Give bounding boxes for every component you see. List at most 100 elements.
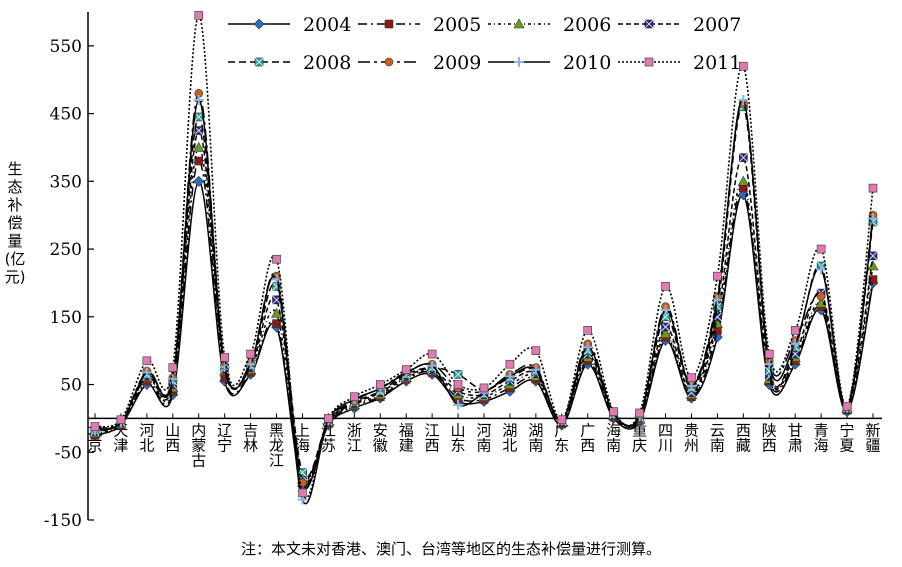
data-point [737, 175, 749, 186]
legend-item-2007: 2007 [618, 14, 741, 36]
legend-label: 2004 [303, 14, 351, 36]
data-point [816, 292, 826, 301]
x-tick-label: 江西 [425, 421, 440, 454]
data-point [401, 365, 411, 374]
data-point [272, 319, 281, 328]
svg-text:吉林: 吉林 [243, 421, 258, 454]
svg-text:青海: 青海 [814, 421, 829, 454]
data-point [661, 282, 670, 291]
data-point [790, 326, 800, 335]
x-tick-label: 上海 [295, 421, 310, 454]
series-line-2011 [94, 14, 874, 499]
data-point [738, 95, 749, 106]
x-tick-label: 四川 [658, 421, 673, 454]
data-point [272, 254, 281, 264]
svg-text:新疆: 新疆 [865, 421, 880, 454]
x-tick-label: 浙江 [347, 421, 362, 454]
svg-text:上海: 上海 [295, 421, 310, 454]
data-point [505, 359, 515, 369]
svg-text:河北: 河北 [139, 421, 154, 454]
svg-text:内蒙古: 内蒙古 [191, 421, 206, 469]
legend-marker [514, 57, 524, 67]
y-tick-label: 50 [60, 376, 82, 396]
legend-item-2009: 2009 [358, 52, 481, 74]
svg-text:辽宁: 辽宁 [217, 421, 232, 454]
svg-text:山西: 山西 [165, 421, 180, 454]
data-point [790, 338, 801, 349]
data-point [193, 175, 205, 187]
series-line-2010 [94, 99, 874, 505]
data-point [141, 367, 152, 378]
footnote: 注：本文未对香港、澳门、台湾等地区的生态补偿量进行测算。 [240, 540, 661, 558]
data-point [530, 364, 541, 375]
data-point [557, 415, 567, 425]
svg-text:山东: 山东 [451, 421, 466, 454]
svg-text:湖北: 湖北 [502, 421, 517, 454]
data-point [686, 380, 697, 391]
x-tick-label: 河南 [476, 421, 491, 454]
y-tick-label: 350 [50, 172, 82, 192]
svg-text:宁夏: 宁夏 [840, 421, 855, 454]
data-point [168, 363, 178, 372]
legend-marker [644, 57, 654, 67]
legend-marker [384, 57, 394, 67]
svg-text:广西: 广西 [580, 421, 595, 454]
x-tick-label: 湖北 [502, 421, 517, 454]
data-point [660, 305, 671, 316]
data-point [660, 328, 672, 339]
y-axis-label: 生态补偿量(亿元) [4, 160, 26, 286]
data-point [867, 260, 879, 271]
data-point [194, 11, 204, 20]
svg-text:海南: 海南 [606, 421, 621, 454]
x-tick-label: 陕西 [762, 421, 777, 454]
data-point [739, 61, 748, 71]
data-point [324, 414, 333, 423]
data-point [609, 407, 618, 416]
svg-text:甘肃: 甘肃 [788, 421, 803, 454]
data-point [220, 353, 229, 362]
data-point [453, 399, 464, 410]
data-point [245, 359, 256, 370]
x-tick-label: 西藏 [736, 421, 751, 454]
data-point [842, 401, 852, 411]
x-tick-label: 青海 [814, 421, 829, 454]
data-point [687, 373, 696, 383]
x-tick-label: 辽宁 [217, 421, 232, 454]
data-point [90, 422, 100, 431]
legend-item-2004: 2004 [228, 14, 351, 36]
legend-item-2008: 2008 [228, 52, 351, 74]
data-point [816, 244, 826, 254]
data-point [453, 380, 463, 389]
data-point [142, 356, 152, 366]
x-tick-label: 云南 [710, 421, 725, 454]
svg-text:陕西: 陕西 [762, 421, 777, 454]
data-point [427, 360, 438, 371]
legend-label: 2011 [693, 52, 741, 74]
svg-text:江西: 江西 [425, 421, 440, 454]
x-tick-label: 吉林 [243, 421, 258, 454]
y-tick-label: 450 [50, 105, 82, 125]
legend-item-2005: 2005 [358, 14, 481, 36]
y-tick-label: 150 [50, 308, 82, 328]
data-point [479, 383, 489, 393]
series-group [89, 11, 879, 505]
x-tick-label: 甘肃 [788, 421, 803, 454]
y-tick-label: 550 [50, 37, 82, 57]
x-tick-label: 安徽 [373, 421, 388, 454]
legend-marker [513, 18, 525, 29]
x-tick-label: 山西 [165, 421, 180, 454]
x-tick-label: 海南 [606, 421, 621, 454]
x-tick-label: 内蒙古 [191, 421, 206, 469]
svg-text:四川: 四川 [658, 421, 673, 454]
svg-text:黑龙江: 黑龙江 [269, 421, 284, 469]
legend-label: 2008 [303, 52, 351, 74]
svg-text:安徽: 安徽 [373, 421, 388, 454]
x-tick-label: 黑龙江 [269, 421, 284, 469]
data-point [219, 361, 230, 372]
legend-marker [253, 18, 265, 30]
data-point [713, 271, 722, 281]
x-tick-label: 山东 [451, 421, 466, 454]
x-tick-label: 广西 [580, 421, 595, 454]
x-tick-label: 贵州 [684, 421, 699, 454]
data-point [764, 359, 775, 370]
